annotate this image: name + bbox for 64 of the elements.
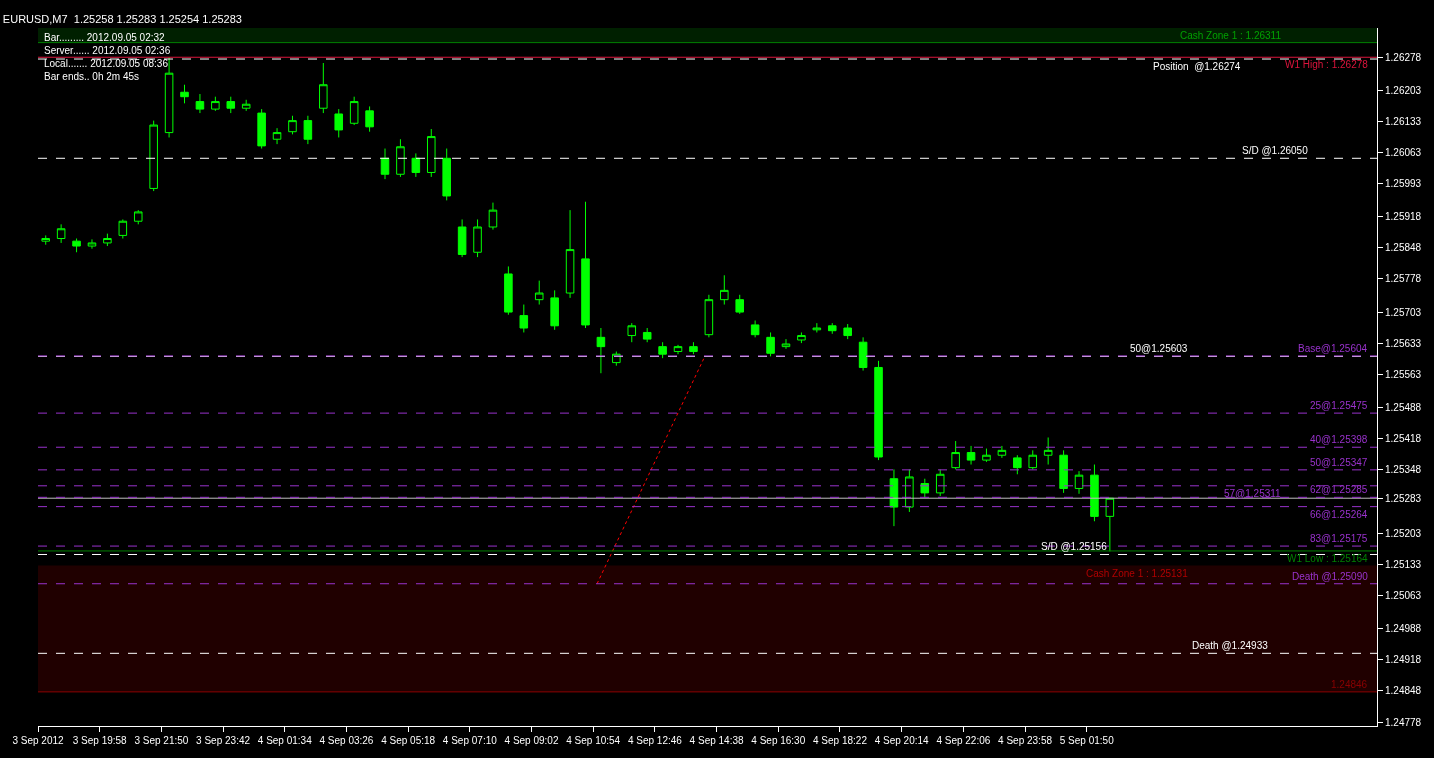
ref-line-label: 57@1.25311 (1224, 488, 1282, 499)
y-tick-label: 1.25418 (1385, 432, 1422, 444)
annotation: Server...... 2012.09.05 02:36 (44, 45, 171, 56)
x-tick-label: 4 Sep 12:46 (627, 735, 683, 746)
y-tick-label: 1.25918 (1385, 211, 1422, 223)
ref-line-label: Position @1.26274 (1153, 61, 1241, 72)
y-tick-label: 1.25563 (1385, 368, 1422, 380)
band-label: Cash Zone 1 : 1.25131 (1086, 568, 1189, 579)
ref-line-label: Death @1.25090 (1292, 571, 1369, 582)
x-tick-label: 4 Sep 14:38 (689, 735, 744, 746)
ref-line-label: S/D @1.26050 (1242, 145, 1309, 156)
x-tick-label: 4 Sep 09:02 (504, 735, 559, 746)
y-tick-label: 1.24778 (1385, 716, 1422, 728)
band-label: Cash Zone 1 : 1.26311 (1180, 30, 1282, 41)
annotation: Bar ends.. 0h 2m 45s (44, 71, 140, 82)
x-tick-label: 3 Sep 19:58 (72, 735, 128, 746)
ref-line-label: 50@1.25347 (1310, 457, 1368, 468)
ref-line-label: W1 Low : 1.25164 (1287, 553, 1369, 564)
ref-line-label: 25@1.25475 (1310, 400, 1368, 411)
y-tick-label: 1.25703 (1385, 306, 1422, 318)
ref-line-label: Base@1.25604 (1298, 343, 1368, 354)
ref-line-label: S/D @1.25156 (1041, 541, 1108, 552)
y-tick-label: 1.24918 (1385, 654, 1422, 666)
y-tick-label: 1.25778 (1385, 273, 1422, 285)
annotation: Bar......... 2012.09.05 02:32 (44, 32, 166, 43)
annotation: Local....... 2012.09.05 08:36 (44, 58, 169, 69)
x-tick-label: 4 Sep 20:14 (874, 735, 930, 746)
x-tick-label: 4 Sep 03:26 (319, 735, 374, 746)
ref-line-label: 50@1.25603 (1130, 343, 1188, 354)
x-tick-label: 4 Sep 22:06 (936, 735, 991, 746)
y-tick-label: 1.25063 (1385, 590, 1422, 602)
y-tick-label: 1.25848 (1385, 242, 1422, 254)
ref-line-label: 83@1.25175 (1310, 533, 1368, 544)
y-tick-label: 1.25133 (1385, 559, 1422, 571)
ref-line-label: 66@1.25264 (1310, 509, 1368, 520)
x-tick-label: 3 Sep 21:50 (134, 735, 189, 746)
x-tick-label: 4 Sep 07:10 (442, 735, 498, 746)
x-tick-label: 4 Sep 10:54 (566, 735, 621, 746)
y-tick-label: 1.25633 (1385, 337, 1422, 349)
y-tick-label: 1.26278 (1385, 51, 1422, 63)
y-tick-label: 1.25993 (1385, 178, 1422, 190)
y-tick-label: 1.25203 (1385, 528, 1422, 540)
ref-line-label: W1 High : 1.26278 (1285, 59, 1369, 70)
y-tick-label: 1.26203 (1385, 84, 1422, 96)
y-tick-label: 1.25283 (1385, 492, 1422, 504)
x-tick-label: 4 Sep 18:22 (813, 735, 868, 746)
x-tick-label: 4 Sep 23:58 (998, 735, 1053, 746)
ref-line-label: 40@1.25398 (1310, 434, 1368, 445)
y-tick-label: 1.25348 (1385, 463, 1422, 475)
chart-title: EURUSD,M7 1.25258 1.25283 1.25254 1.25283 (2, 12, 242, 25)
x-tick-label: 4 Sep 01:34 (257, 735, 313, 746)
ref-line-label: 1.24846 (1331, 679, 1368, 690)
ref-line-label: Death @1.24933 (1192, 640, 1269, 651)
x-tick-label: 4 Sep 16:30 (751, 735, 806, 746)
ref-line-label: 62@1.25285 (1310, 484, 1368, 495)
y-tick-label: 1.24848 (1385, 685, 1422, 697)
x-tick-label: 4 Sep 05:18 (381, 735, 436, 746)
y-tick-label: 1.25488 (1385, 401, 1422, 413)
y-tick-label: 1.24988 (1385, 623, 1422, 635)
y-tick-label: 1.26063 (1385, 147, 1422, 159)
x-tick-label: 3 Sep 23:42 (196, 735, 251, 746)
x-tick-label: 3 Sep 2012 (12, 735, 65, 746)
y-tick-label: 1.26133 (1385, 116, 1422, 128)
x-tick-label: 5 Sep 01:50 (1059, 735, 1115, 746)
